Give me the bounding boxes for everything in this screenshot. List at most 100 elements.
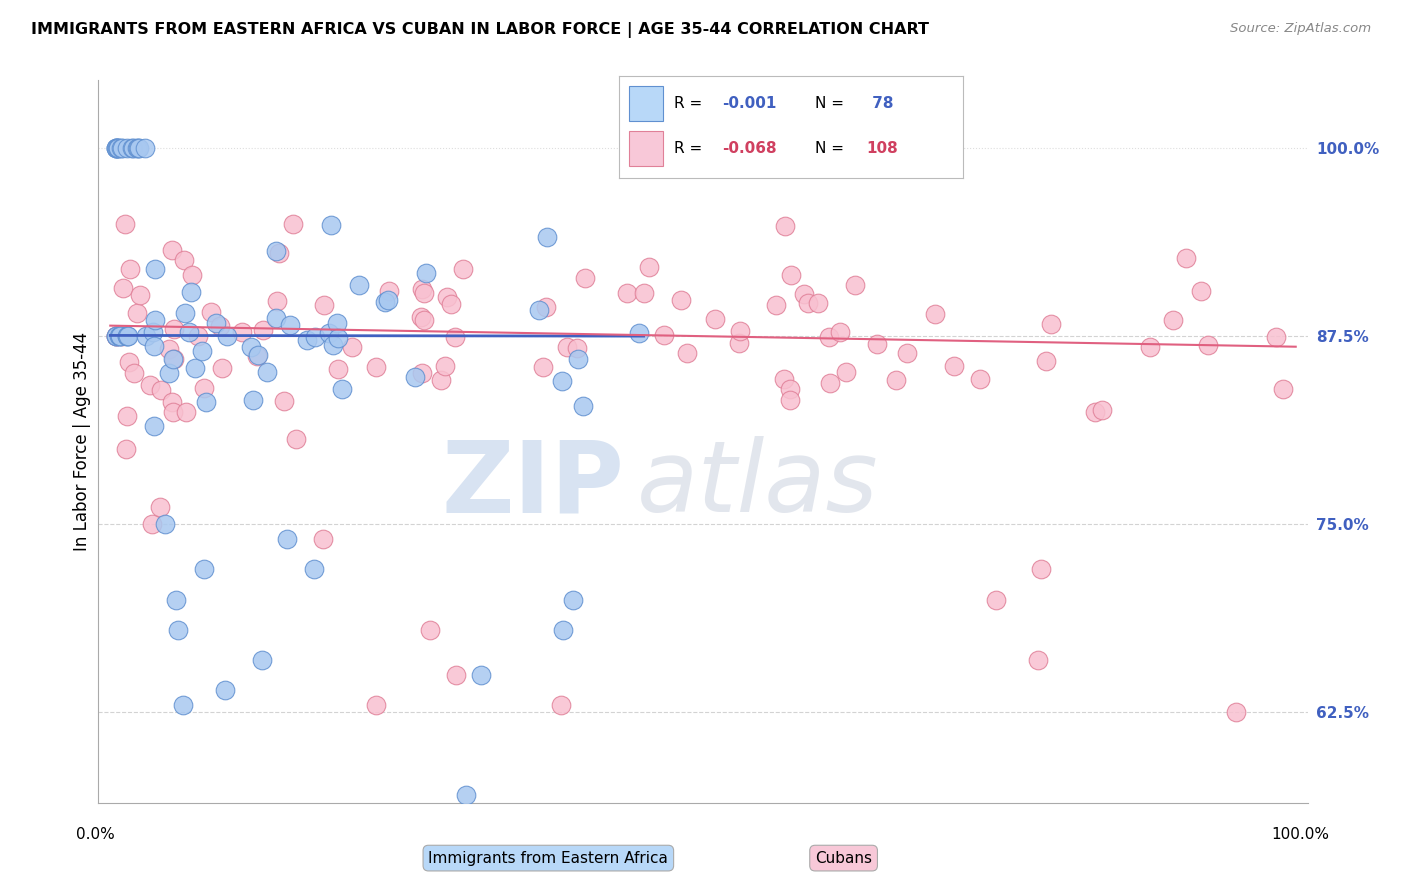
Point	[328, 331, 350, 345]
Point	[1264, 330, 1286, 344]
Point	[163, 352, 186, 367]
Point	[108, 329, 131, 343]
Bar	[628, 87, 664, 121]
Point	[404, 370, 426, 384]
Point	[1271, 382, 1294, 396]
Point	[555, 340, 578, 354]
Point	[177, 325, 200, 339]
Point	[1161, 313, 1184, 327]
Point	[551, 374, 574, 388]
Text: Immigrants from Eastern Africa: Immigrants from Eastern Africa	[429, 851, 668, 865]
Point	[330, 382, 353, 396]
Point	[562, 592, 585, 607]
Point	[364, 698, 387, 712]
Point	[773, 219, 796, 233]
Point	[184, 360, 207, 375]
Point	[117, 141, 139, 155]
Point	[143, 262, 166, 277]
Point	[252, 323, 274, 337]
Point	[378, 285, 401, 299]
Point	[191, 343, 214, 358]
Point	[415, 266, 437, 280]
Point	[240, 340, 263, 354]
Point	[276, 533, 298, 547]
Point	[534, 301, 557, 315]
Point	[107, 141, 129, 155]
Point	[108, 329, 131, 343]
Point	[411, 366, 433, 380]
Point	[779, 393, 801, 408]
Point	[180, 285, 202, 300]
Point	[728, 324, 751, 338]
Point	[115, 329, 138, 343]
Point	[321, 218, 343, 232]
Point	[250, 653, 273, 667]
Text: 100.0%: 100.0%	[1271, 827, 1330, 841]
Point	[121, 141, 143, 155]
Point	[128, 288, 150, 302]
Point	[193, 381, 215, 395]
Point	[411, 310, 433, 325]
Point	[162, 243, 184, 257]
Point	[866, 337, 889, 351]
Point	[165, 592, 187, 607]
Point	[174, 405, 197, 419]
Point	[969, 372, 991, 386]
Point	[266, 294, 288, 309]
Point	[675, 345, 697, 359]
Point	[828, 325, 851, 339]
Point	[340, 340, 363, 354]
Point	[172, 698, 194, 712]
Point	[105, 329, 128, 343]
Point	[187, 328, 209, 343]
Point	[157, 343, 180, 357]
Point	[150, 383, 173, 397]
Point	[108, 329, 131, 343]
Point	[844, 277, 866, 292]
Point	[347, 277, 370, 292]
Point	[135, 329, 157, 343]
Point	[127, 141, 149, 155]
Point	[115, 442, 138, 456]
Point	[105, 141, 128, 155]
Point	[451, 261, 474, 276]
Point	[1026, 653, 1049, 667]
Point	[142, 339, 165, 353]
Point	[793, 287, 815, 301]
Point	[273, 394, 295, 409]
Point	[217, 329, 239, 343]
Point	[797, 296, 820, 310]
Point	[444, 330, 467, 344]
Point	[118, 262, 141, 277]
Point	[817, 330, 839, 344]
Text: Source: ZipAtlas.com: Source: ZipAtlas.com	[1230, 22, 1371, 36]
Point	[246, 350, 269, 364]
Point	[652, 328, 675, 343]
Point	[454, 789, 477, 803]
Point	[366, 360, 388, 375]
Point	[242, 393, 264, 408]
Point	[433, 359, 456, 373]
Point	[765, 298, 787, 312]
Point	[149, 500, 172, 514]
Point	[304, 562, 326, 576]
Point	[551, 623, 574, 637]
Point	[173, 253, 195, 268]
Point	[256, 365, 278, 379]
Point	[166, 623, 188, 637]
Point	[231, 326, 253, 340]
Point	[142, 325, 165, 339]
Point	[531, 360, 554, 375]
Point	[110, 141, 132, 155]
Point	[773, 372, 796, 386]
Point	[1083, 405, 1105, 419]
Text: ZIP: ZIP	[441, 436, 624, 533]
Point	[1035, 354, 1057, 368]
Point	[896, 346, 918, 360]
Point	[105, 141, 128, 155]
Point	[1175, 252, 1198, 266]
Point	[157, 366, 180, 380]
Text: R =: R =	[673, 141, 702, 156]
Point	[412, 313, 434, 327]
Point	[529, 302, 551, 317]
